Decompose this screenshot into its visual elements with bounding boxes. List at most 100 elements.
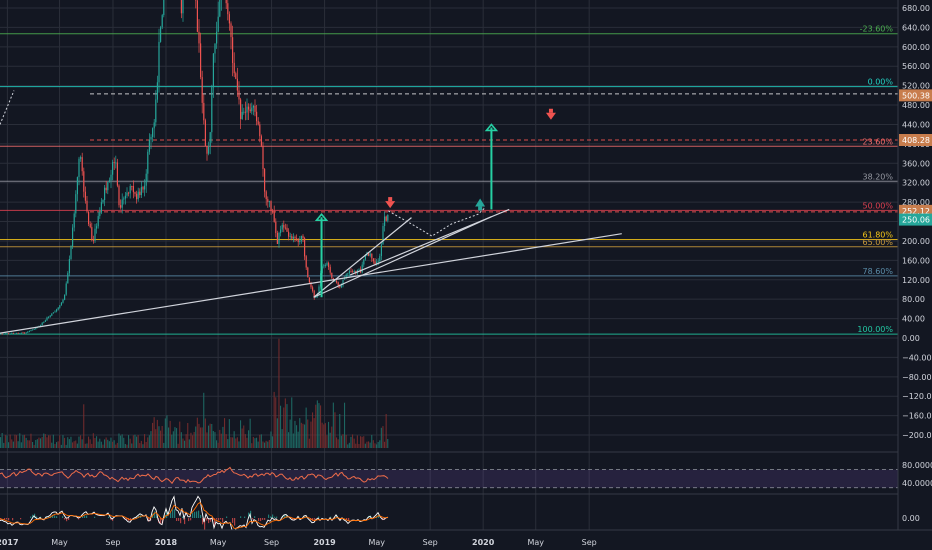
price-tick-label: 640.00 — [902, 23, 930, 32]
candle-body — [376, 261, 378, 265]
candle-body — [86, 200, 88, 212]
rsi-line[interactable] — [0, 466, 389, 485]
macd-panel[interactable] — [0, 495, 389, 538]
macd-histogram-bar — [20, 518, 22, 520]
volume-bar — [198, 423, 200, 448]
candle-body — [283, 224, 285, 228]
volume-bar — [256, 437, 258, 448]
candle-body — [216, 31, 218, 44]
candle-body — [212, 53, 214, 88]
rsi-band — [0, 469, 898, 488]
candle-body — [361, 264, 363, 273]
candle-body — [318, 286, 320, 295]
volume-bar — [96, 436, 98, 448]
date-tick-label: May — [368, 538, 385, 547]
volume-bar — [212, 431, 214, 448]
volume-bar — [27, 440, 29, 448]
candle-body — [76, 177, 78, 195]
macd-histogram-bar — [110, 518, 112, 520]
macd-histogram-bar — [270, 516, 272, 518]
volume-bar — [371, 434, 373, 448]
volume-bar — [326, 435, 328, 448]
trend-line[interactable] — [313, 216, 492, 298]
volume-bar — [187, 423, 189, 448]
candle-body — [288, 231, 290, 237]
macd-histogram-bar — [218, 518, 220, 521]
volume-bar — [304, 424, 306, 448]
volume-bar — [257, 441, 259, 448]
macd-histogram-bar — [6, 518, 8, 520]
volume-bar — [305, 407, 307, 448]
up-marker[interactable] — [475, 198, 486, 207]
candle-body — [16, 333, 18, 334]
macd-signal-line[interactable] — [0, 501, 389, 529]
candle-body — [225, 0, 227, 4]
volume-bar — [243, 425, 245, 448]
candle-body — [41, 322, 43, 326]
down-marker[interactable] — [385, 201, 396, 209]
volume-bar — [246, 437, 248, 448]
volume-bar — [52, 434, 54, 448]
price-axis[interactable]: 680.00 640.00 600.00 560.00 520.00 480.00 440.… — [897, 0, 932, 550]
price-tag-label: 252.12 — [902, 207, 930, 216]
candle-body — [369, 253, 371, 256]
candle-body — [163, 0, 165, 16]
time-axis[interactable]: 2017 May Sep 2018 May Sep 2019 May Sep 2020 May Sep — [0, 529, 932, 550]
trend-line[interactable] — [349, 208, 510, 276]
candle-body — [81, 157, 83, 172]
volume-bar — [145, 442, 147, 448]
projection-path[interactable] — [388, 207, 486, 237]
macd-histogram-bar — [40, 516, 42, 518]
candle-body — [299, 240, 301, 242]
candle-body — [161, 15, 163, 28]
candle-body — [304, 238, 306, 257]
volume-bar — [200, 427, 202, 448]
macd-histogram-bar — [346, 518, 348, 520]
target-arrow-head[interactable] — [484, 123, 499, 132]
candle-body — [123, 198, 125, 200]
price-tick-label: 440.00 — [902, 120, 930, 129]
candle-body — [88, 211, 90, 225]
macd-histogram-bar — [174, 509, 176, 518]
down-marker[interactable] — [545, 112, 556, 120]
candle-body — [214, 43, 216, 54]
candle-body — [243, 111, 245, 113]
price-tick-label: 560.00 — [902, 62, 930, 71]
trend-line[interactable] — [313, 217, 412, 298]
rsi-panel[interactable] — [0, 466, 898, 489]
macd-histogram-bar — [244, 516, 246, 518]
trend-line[interactable] — [0, 233, 622, 334]
volume-bar — [144, 434, 146, 448]
candle-body — [46, 317, 48, 321]
volume-bar — [352, 434, 354, 448]
candle-body — [201, 77, 203, 103]
volume-bar — [97, 441, 99, 448]
rsi-tick-label: 80.0000 — [902, 461, 932, 470]
macd-histogram-bar — [130, 518, 132, 521]
volume-bar — [344, 402, 346, 448]
candle-body — [116, 162, 118, 186]
volume-bar — [176, 428, 178, 448]
volume-bar — [65, 444, 67, 448]
candle-body — [20, 332, 22, 334]
volume-bar — [67, 437, 69, 448]
volume-bar — [116, 442, 118, 448]
candle-body — [121, 199, 123, 208]
volume-bar — [163, 442, 165, 448]
trend-lines[interactable] — [0, 108, 622, 334]
candle-body — [384, 216, 386, 226]
candle-body — [35, 327, 37, 330]
volume-bar — [20, 442, 22, 448]
macd-histogram-bar — [170, 512, 172, 518]
target-arrow-head[interactable] — [314, 213, 329, 222]
volume-bar — [113, 440, 115, 448]
candle-body — [236, 78, 238, 91]
volume-bar — [88, 436, 90, 448]
macd-histogram-bar — [188, 518, 190, 522]
candle-body — [228, 14, 230, 24]
volume-bar — [286, 404, 288, 448]
macd-histogram-bar — [176, 518, 178, 521]
volume-bar — [292, 433, 294, 448]
price-candles[interactable] — [0, 0, 389, 335]
